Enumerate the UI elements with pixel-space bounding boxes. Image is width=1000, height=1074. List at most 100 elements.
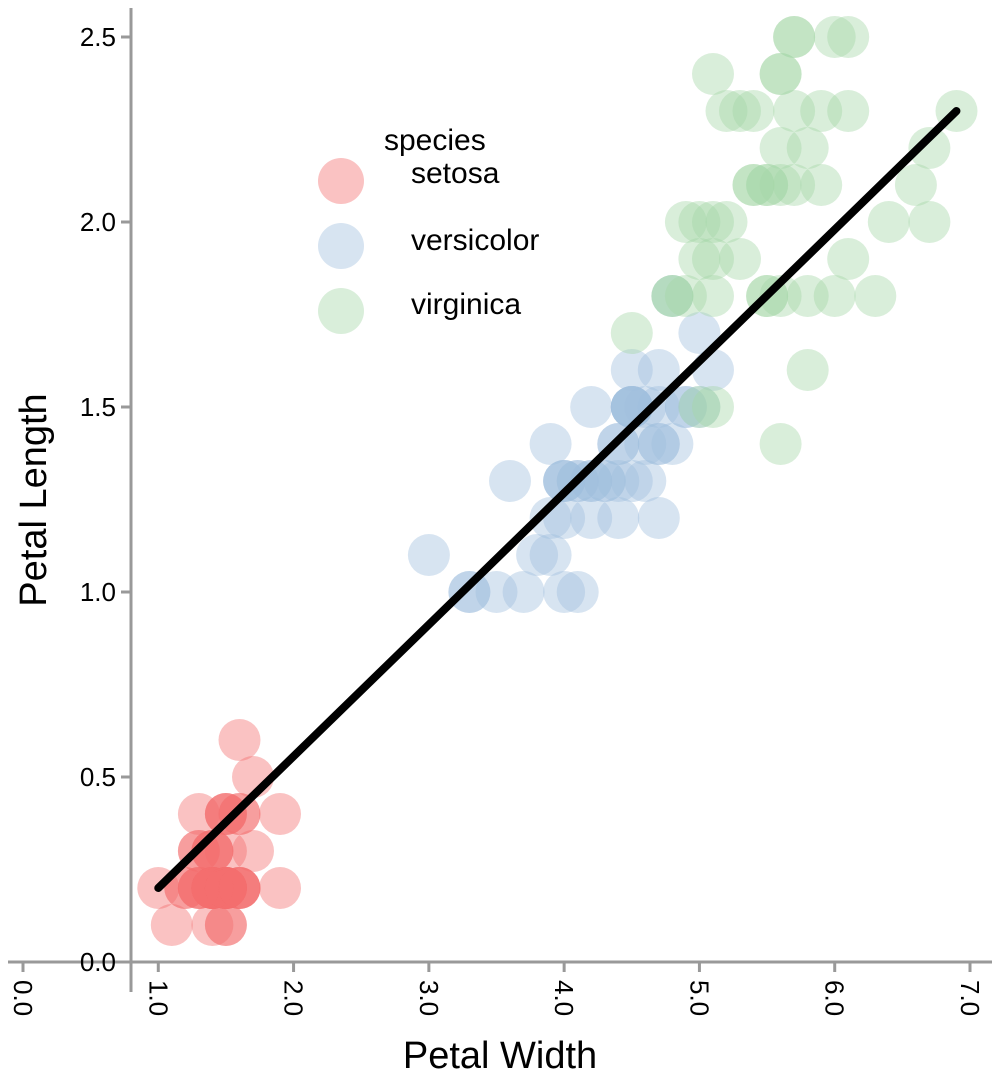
- x-tick-label: 7.0: [955, 980, 985, 1016]
- point-versicolor: [692, 349, 734, 391]
- point-virginica: [746, 164, 789, 206]
- point-virginica: [746, 164, 789, 206]
- y-ticks: 0.0 0.5 1.0 1.5 2.0 2.5: [80, 22, 131, 977]
- point-setosa: [204, 904, 247, 946]
- point-setosa: [177, 793, 220, 835]
- point-versicolor: [624, 423, 667, 465]
- point-versicolor: [651, 275, 694, 317]
- point-versicolor: [678, 312, 721, 354]
- x-tick-label: 6.0: [820, 980, 850, 1016]
- point-versicolor: [597, 460, 640, 502]
- point-versicolor: [543, 571, 586, 613]
- point-versicolor: [637, 386, 680, 428]
- point-setosa: [191, 867, 234, 909]
- point-setosa: [191, 867, 234, 909]
- point-virginica: [759, 127, 802, 169]
- y-tick-label: 1.5: [80, 392, 116, 422]
- point-virginica: [678, 201, 721, 243]
- point-virginica: [692, 238, 734, 280]
- point-virginica: [786, 349, 829, 391]
- point-versicolor: [489, 460, 531, 502]
- point-versicolor: [610, 349, 653, 391]
- point-virginica: [908, 127, 951, 169]
- point-setosa: [218, 867, 261, 909]
- x-tick-label: 3.0: [414, 980, 444, 1016]
- point-setosa: [204, 867, 247, 909]
- y-tick-label: 2.5: [80, 22, 116, 52]
- point-setosa: [191, 867, 234, 909]
- point-virginica: [800, 164, 843, 206]
- point-virginica: [827, 238, 870, 280]
- point-virginica: [813, 275, 856, 317]
- point-setosa: [204, 867, 247, 909]
- point-versicolor: [543, 460, 586, 502]
- point-setosa: [204, 867, 247, 909]
- point-setosa: [150, 904, 193, 946]
- point-setosa: [191, 867, 234, 909]
- point-virginica: [827, 90, 870, 132]
- point-setosa: [204, 793, 247, 835]
- point-versicolor: [407, 534, 450, 576]
- point-virginica: [759, 164, 802, 206]
- point-setosa: [218, 867, 261, 909]
- point-virginica: [786, 127, 829, 169]
- point-setosa: [177, 867, 220, 909]
- legend-title: species: [384, 124, 486, 157]
- point-virginica: [705, 201, 748, 243]
- x-ticks: 0.0 1.0 2.0 3.0 4.0 5.0 6.0 7.0: [8, 962, 985, 1016]
- point-versicolor: [664, 386, 707, 428]
- point-virginica: [732, 90, 775, 132]
- point-versicolor: [583, 460, 626, 502]
- point-versicolor: [664, 386, 707, 428]
- point-virginica: [719, 90, 761, 132]
- point-setosa: [204, 793, 247, 835]
- point-versicolor: [678, 386, 721, 428]
- point-virginica: [692, 386, 734, 428]
- point-virginica: [678, 386, 721, 428]
- point-versicolor: [570, 386, 613, 428]
- point-virginica: [664, 201, 707, 243]
- point-versicolor: [570, 460, 613, 502]
- point-virginica: [651, 275, 694, 317]
- point-setosa: [191, 867, 234, 909]
- point-versicolor: [543, 460, 586, 502]
- point-virginica: [692, 53, 734, 95]
- point-setosa: [191, 867, 234, 909]
- point-virginica: [610, 312, 653, 354]
- point-virginica: [678, 238, 721, 280]
- point-virginica: [854, 275, 897, 317]
- point-virginica: [773, 16, 816, 58]
- point-versicolor: [502, 571, 545, 613]
- point-setosa: [204, 793, 247, 835]
- point-setosa: [218, 867, 261, 909]
- point-virginica: [813, 16, 856, 58]
- point-virginica: [759, 53, 802, 95]
- x-tick-label: 5.0: [684, 980, 714, 1016]
- point-virginica: [692, 201, 734, 243]
- point-versicolor: [597, 497, 640, 539]
- point-virginica: [773, 16, 816, 58]
- point-setosa: [218, 867, 261, 909]
- point-setosa: [191, 867, 234, 909]
- point-versicolor: [637, 349, 680, 391]
- point-virginica: [759, 275, 802, 317]
- point-setosa: [259, 793, 301, 835]
- legend-label-versicolor: versicolor: [411, 224, 539, 257]
- point-setosa: [218, 719, 261, 761]
- point-virginica: [705, 90, 748, 132]
- point-versicolor: [610, 460, 653, 502]
- legend: species setosa versicolor virginica: [318, 124, 539, 334]
- point-versicolor: [624, 460, 667, 502]
- point-virginica: [732, 164, 775, 206]
- point-virginica: [773, 164, 816, 206]
- point-versicolor: [529, 497, 572, 539]
- point-setosa: [191, 867, 234, 909]
- point-virginica: [786, 275, 829, 317]
- y-axis-title: Petal Length: [13, 393, 55, 606]
- point-setosa: [204, 867, 247, 909]
- y-tick-label: 2.0: [80, 207, 116, 237]
- point-virginica: [719, 238, 761, 280]
- y-tick-label: 1.0: [80, 577, 116, 607]
- point-virginica: [827, 16, 870, 58]
